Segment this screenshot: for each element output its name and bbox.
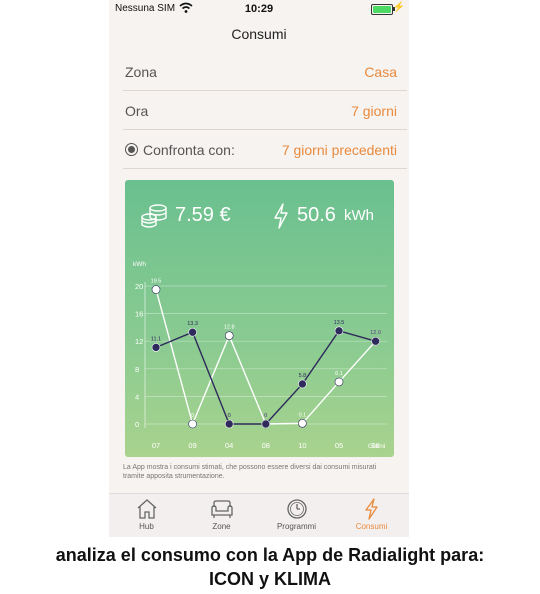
data-point [151, 285, 161, 294]
clock-icon [286, 499, 307, 519]
charging-icon: ⚡ [392, 2, 405, 13]
page-title: Consumi [231, 26, 287, 42]
tab-zone[interactable]: Zone [184, 498, 259, 531]
energy-unit: kWh [344, 207, 374, 224]
tab-programmi[interactable]: Programmi [259, 498, 334, 531]
bolt-icon [364, 498, 378, 520]
confronta-row[interactable]: Confronta con: 7 giorni precedenti [123, 130, 407, 169]
x-tick-label: 05 [335, 441, 343, 450]
zona-row[interactable]: Zona Casa [123, 52, 407, 91]
home-icon [137, 499, 156, 519]
data-point [298, 419, 307, 428]
coins-icon [141, 204, 167, 228]
ora-label: Ora [125, 103, 149, 119]
data-label: 11.1 [151, 336, 161, 342]
confronta-radio[interactable] [125, 143, 138, 156]
data-label: 0.1 [299, 412, 307, 418]
y-tick-label: 16 [135, 310, 143, 319]
x-axis-label: Giorni [368, 443, 385, 450]
tab-hub[interactable]: Hub [109, 498, 184, 531]
data-point [334, 326, 344, 336]
clock-time: 10:29 [244, 3, 274, 15]
disclaimer-note: La App mostra i consumi stimati, che pos… [123, 464, 377, 480]
data-label: 0 [264, 413, 267, 419]
ora-value[interactable]: 7 giorni [351, 103, 397, 119]
data-label: 5.8 [299, 373, 307, 379]
consumption-card: 7.59 € 50.6 kWh kWh 0 4 8 12 16 20 07 09 04 08 10 05… [125, 180, 394, 457]
data-label: 12.8 [224, 325, 235, 331]
data-label: 12.0 [370, 330, 381, 336]
x-tick-label: 04 [225, 441, 233, 450]
x-tick-label: 10 [298, 441, 306, 450]
ora-row[interactable]: Ora 7 giorni [123, 91, 407, 130]
data-label: 6.1 [335, 371, 343, 377]
cost-value: 7.59 € [175, 204, 231, 226]
status-bar: Nessuna SIM 10:29 ⚡ [109, 0, 409, 18]
data-point [224, 331, 234, 340]
series-line [155, 289, 377, 427]
data-label: 0 [228, 413, 231, 419]
data-label: 19.5 [151, 278, 162, 284]
battery-icon [371, 4, 395, 15]
data-point [371, 336, 380, 346]
data-label: 0 [191, 413, 194, 419]
x-tick-label: 06 [371, 441, 379, 450]
confronta-value[interactable]: 7 giorni precedenti [281, 142, 397, 158]
energy-value: 50.6 [297, 204, 336, 226]
wifi-icon [179, 2, 193, 13]
y-tick-label: 12 [135, 337, 143, 346]
data-point [188, 327, 197, 337]
data-point [261, 419, 271, 429]
zona-value[interactable]: Casa [364, 64, 397, 80]
data-point [151, 343, 161, 352]
tab-hub-label: Hub [139, 522, 154, 531]
data-point [334, 377, 344, 387]
energy-bolt-icon [274, 203, 288, 229]
phone-screen: Nessuna SIM 10:29 ⚡ Consumi Zona Casa Or… [109, 0, 409, 537]
y-tick-label: 0 [135, 420, 139, 429]
tab-bar: Hub Zone Programmi Consumi [109, 493, 409, 537]
confronta-label: Confronta con: [143, 142, 235, 158]
data-point [298, 379, 307, 389]
caption-line-1: analiza el consumo con la App de Radiali… [55, 545, 485, 565]
y-axis-label: kWh [133, 261, 146, 268]
zona-label: Zona [125, 64, 157, 80]
tab-programmi-label: Programmi [276, 522, 317, 531]
tab-consumi[interactable]: Consumi [334, 498, 409, 531]
caption-line-2: ICON y KLIMA [208, 569, 331, 589]
x-tick-label: 08 [262, 441, 270, 450]
y-tick-label: 8 [135, 365, 139, 374]
data-label: 0 [264, 413, 267, 419]
y-tick-label: 20 [135, 282, 143, 291]
data-label: 13.3 [187, 321, 198, 327]
tab-consumi-label: Consumi [355, 522, 388, 531]
data-label: 13.5 [334, 320, 345, 326]
carrier-label: Nessuna SIM [115, 3, 176, 14]
x-tick-label: 09 [188, 441, 196, 450]
sofa-icon [210, 500, 233, 518]
x-tick-label: 07 [152, 441, 160, 450]
data-point [188, 419, 197, 429]
tab-zone-label: Zone [212, 522, 231, 531]
data-label: 12.0 [370, 330, 381, 336]
data-point [224, 419, 234, 429]
y-tick-label: 4 [135, 392, 139, 401]
